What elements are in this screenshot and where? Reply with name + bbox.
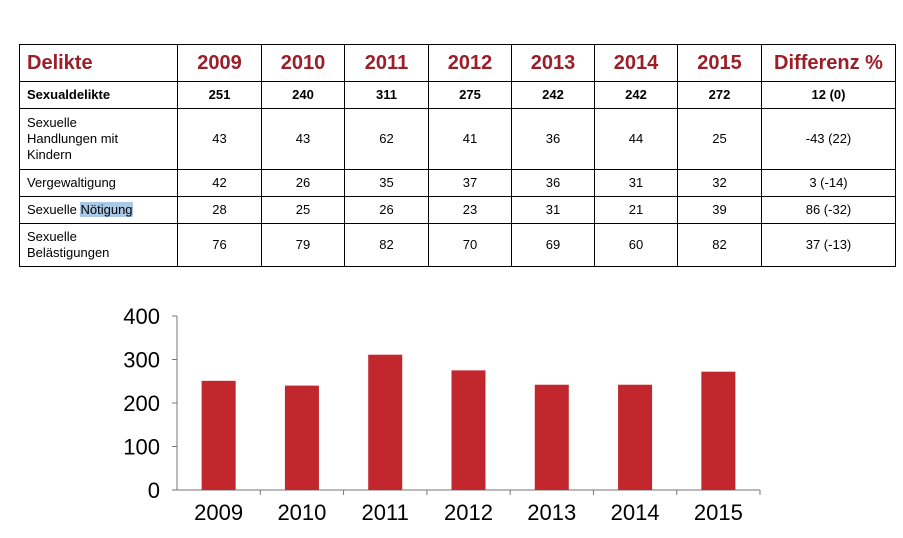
- row-label: Sexuelle Handlungen mit Kindern: [19, 108, 178, 170]
- x-tick-label: 2009: [194, 500, 243, 525]
- table-cell: 275: [428, 81, 512, 109]
- y-tick-label: 200: [123, 391, 160, 416]
- y-tick-label: 400: [123, 304, 160, 329]
- row-label-prefix: Sexuelle: [27, 202, 81, 217]
- row-label-line: Kindern: [27, 147, 72, 162]
- table-cell: 242: [511, 81, 595, 109]
- table-cell: 36: [511, 108, 595, 170]
- table-cell: 25: [677, 108, 762, 170]
- table-cell: 32: [677, 169, 762, 197]
- diff-cell: 3 (-14): [761, 169, 896, 197]
- table-row: Sexuelle Nötigung 28 25 26 23 31 21 39 8…: [19, 196, 896, 224]
- table-cell: 69: [511, 223, 595, 267]
- header-differenz: Differenz %: [761, 44, 896, 82]
- bar-2010: [284, 385, 319, 490]
- table-cell: 272: [677, 81, 762, 109]
- header-delikte: Delikte: [19, 44, 178, 82]
- diff-cell: -43 (22): [761, 108, 896, 170]
- table-row: Sexualdelikte 251 240 311 275 242 242 27…: [19, 81, 896, 109]
- row-label-line: Sexuelle: [27, 115, 77, 130]
- header-row: Delikte 2009 2010 2011 2012 2013 2014 20…: [19, 44, 896, 82]
- row-label: Sexuelle Belästigungen: [19, 223, 178, 267]
- table-cell: 26: [261, 169, 345, 197]
- table-cell: 43: [261, 108, 345, 170]
- table-cell: 76: [177, 223, 262, 267]
- table-cell: 21: [594, 196, 678, 224]
- x-tick-label: 2014: [611, 500, 660, 525]
- table-cell: 28: [177, 196, 262, 224]
- table-cell: 62: [344, 108, 429, 170]
- table-cell: 42: [177, 169, 262, 197]
- table-cell: 60: [594, 223, 678, 267]
- table-cell: 26: [344, 196, 429, 224]
- table-cell: 242: [594, 81, 678, 109]
- table-cell: 70: [428, 223, 512, 267]
- header-2014: 2014: [594, 44, 678, 82]
- diff-cell: 12 (0): [761, 81, 896, 109]
- table-cell: 37: [428, 169, 512, 197]
- table-row: Sexuelle Handlungen mit Kindern 43 43 62…: [19, 108, 896, 170]
- row-label-line: Sexuelle: [27, 229, 77, 244]
- y-tick-label: 300: [123, 348, 160, 373]
- header-2011: 2011: [344, 44, 429, 82]
- table-cell: 43: [177, 108, 262, 170]
- table-cell: 41: [428, 108, 512, 170]
- table-row: Vergewaltigung 42 26 35 37 36 31 32 3 (-…: [19, 169, 896, 197]
- x-tick-label: 2011: [362, 500, 409, 525]
- x-tick-label: 2010: [277, 500, 326, 525]
- table-cell: 23: [428, 196, 512, 224]
- table-cell: 35: [344, 169, 429, 197]
- table-cell: 79: [261, 223, 345, 267]
- table-cell: 82: [344, 223, 429, 267]
- header-2010: 2010: [261, 44, 345, 82]
- y-tick-label: 0: [148, 478, 160, 503]
- bar-chart: 0 100 200 300 400 2009 2010 2011 2012 2013 2014 201…: [123, 304, 761, 525]
- table-cell: 25: [261, 196, 345, 224]
- row-label-line: Handlungen mit: [27, 131, 119, 146]
- table-cell: 44: [594, 108, 678, 170]
- diff-cell: 86 (-32): [761, 196, 896, 224]
- x-tick-label: 2013: [527, 500, 576, 525]
- header-2013: 2013: [511, 44, 595, 82]
- x-tick-label: 2015: [694, 500, 743, 525]
- table-cell: 240: [261, 81, 345, 109]
- bar-2011: [368, 354, 403, 490]
- table-cell: 251: [177, 81, 262, 109]
- table-cell: 31: [594, 169, 678, 197]
- row-label: Sexualdelikte: [19, 81, 178, 109]
- table-cell: 36: [511, 169, 595, 197]
- text-selection-highlight[interactable]: Nötigung: [80, 202, 133, 217]
- row-label-line: Belästigungen: [27, 245, 110, 260]
- bar-2009: [201, 380, 236, 490]
- y-tick-label: 100: [123, 435, 160, 460]
- table-cell: 31: [511, 196, 595, 224]
- table-cell: 82: [677, 223, 762, 267]
- row-label: Sexuelle Nötigung: [19, 196, 178, 224]
- header-2009: 2009: [177, 44, 262, 82]
- bar-2015: [701, 371, 736, 490]
- header-2015: 2015: [677, 44, 762, 82]
- crime-table: Delikte 2009 2010 2011 2012 2013 2014 20…: [19, 44, 896, 267]
- header-2012: 2012: [428, 44, 512, 82]
- bar-2013: [534, 384, 569, 490]
- table-cell: 311: [344, 81, 429, 109]
- bar-2014: [618, 384, 653, 490]
- table-cell: 39: [677, 196, 762, 224]
- row-label: Vergewaltigung: [19, 169, 178, 197]
- x-tick-label: 2012: [444, 500, 493, 525]
- diff-cell: 37 (-13): [761, 223, 896, 267]
- bar-2012: [451, 370, 486, 490]
- table-row: Sexuelle Belästigungen 76 79 82 70 69 60…: [19, 223, 896, 267]
